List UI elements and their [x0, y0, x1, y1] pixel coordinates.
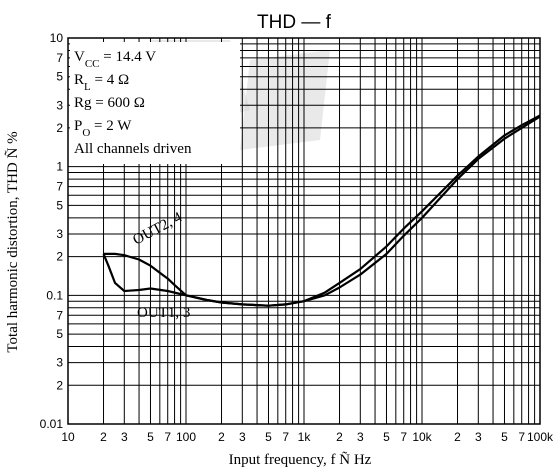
series-line-2: [102, 115, 541, 307]
condition-rg: Rg = 600 Ω: [74, 95, 145, 111]
x-tick-label: 5: [265, 430, 272, 444]
y-tick-label: 7: [56, 51, 63, 65]
y-tick-label: 3: [56, 356, 63, 370]
y-axis-label: Total harmonic distortion, THD Ñ %: [5, 131, 21, 352]
plot-frame: [67, 37, 541, 425]
y-tick-label: 0.1: [46, 288, 63, 302]
y-tick-label: 10: [50, 31, 64, 45]
x-tick-label: 3: [239, 430, 246, 444]
x-tick-label: 10: [61, 430, 75, 444]
conditions: VCC = 14.4 VRL = 4 ΩRg = 600 ΩPO = 2 WAl…: [74, 49, 192, 157]
y-tick-label: 1: [56, 160, 63, 174]
curves: [102, 114, 541, 307]
y-tick-label: 2: [56, 250, 63, 264]
x-tick-label: 2: [336, 430, 343, 444]
x-tick-label: 2: [454, 430, 461, 444]
series-label-out1-3: OUT1, 3: [137, 305, 190, 321]
x-tick-label: 3: [357, 430, 364, 444]
y-tick-label: 3: [56, 98, 63, 112]
y-tick-label: 7: [56, 180, 63, 194]
x-tick-label: 100: [176, 430, 196, 444]
x-tick-label: 7: [518, 430, 525, 444]
x-tick-label: 10k: [412, 430, 432, 444]
x-tick-label: 5: [383, 430, 390, 444]
y-tick-label: 2: [56, 378, 63, 392]
x-tick-label: 7: [400, 430, 407, 444]
x-tick-label: 7: [282, 430, 289, 444]
x-tick-label: 2: [100, 430, 107, 444]
y-tick-label: 5: [56, 198, 63, 212]
x-tick-label: 5: [501, 430, 508, 444]
chart-title: THD — f: [257, 12, 332, 33]
y-tick-label: 5: [56, 327, 63, 341]
x-tick-label: 5: [147, 430, 154, 444]
y-tick-label: 2: [56, 121, 63, 135]
conditions-box: [70, 42, 240, 164]
y-tick-label: 0.01: [40, 417, 64, 431]
condition-all: All channels driven: [74, 141, 192, 157]
x-tick-label: 3: [121, 430, 128, 444]
y-tick-labels: 0.01 2 3 5 7 0.1 2 3 5 7 1 2 3 5 7 10: [40, 31, 64, 431]
x-tick-label: 2: [218, 430, 225, 444]
x-axis-label: Input frequency, f Ñ Hz: [229, 452, 372, 468]
x-tick-label: 100k: [527, 430, 554, 444]
x-tick-label: 1k: [298, 430, 312, 444]
y-tick-label: 3: [56, 227, 63, 241]
y-tick-label: 5: [56, 70, 63, 84]
x-tick-label: 3: [475, 430, 482, 444]
x-tick-labels: 10 2 3 5 7 100 2 3 5 7 1k 2 3 5 7 10k 2 3 5 7 100k: [61, 430, 554, 444]
y-tick-label: 7: [56, 308, 63, 322]
x-tick-label: 7: [164, 430, 171, 444]
